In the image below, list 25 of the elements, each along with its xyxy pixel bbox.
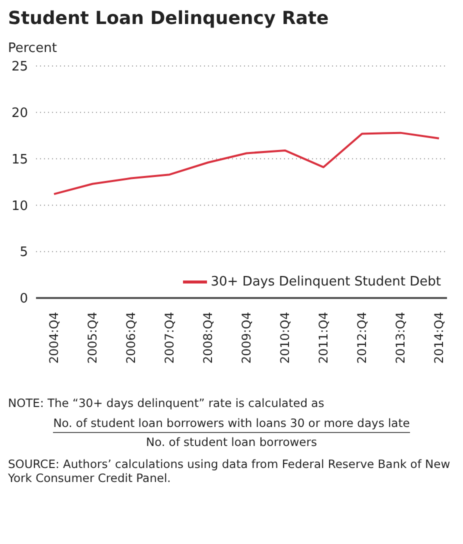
y-tick-label: 15 (11, 152, 28, 168)
y-tick-label: 10 (11, 198, 28, 214)
legend-label: 30+ Days Delinquent Student Debt (210, 274, 441, 290)
x-tick-label: 2011:Q4 (316, 312, 330, 364)
text: No. of student loan borrowers (145, 435, 318, 449)
x-tick-label: 2004:Q4 (47, 312, 61, 364)
y-tick-label: 5 (20, 245, 28, 260)
line-series (53, 132, 440, 196)
x-tick-label: 2006:Q4 (124, 312, 138, 364)
chart-title: Student Loan Delinquency Rate (8, 8, 330, 29)
source-note: SOURCE: Authors’ calculations using data from Federal Reserve Bank of New York Consumer Credit Panel. (8, 457, 452, 485)
y-axis-title: Percent (8, 41, 58, 56)
x-tick-label: 2014:Q4 (432, 312, 446, 364)
y-tick-label: 0 (20, 292, 28, 307)
x-tick-label: 2012:Q4 (355, 312, 369, 364)
x-tick-label: 2008:Q4 (201, 312, 215, 364)
text: NOTE: The “30+ days delinquent” rate is calculated as (8, 396, 326, 410)
x-tick-label: 2010:Q4 (278, 312, 292, 364)
x-tick-label: 2013:Q4 (394, 312, 408, 364)
y-tick-label: 25 (11, 60, 28, 75)
x-tick-label: 2009:Q4 (240, 312, 254, 364)
x-tick-label: 2007:Q4 (162, 312, 176, 364)
x-tick-label: 2005:Q4 (86, 312, 100, 364)
y-tick-label: 20 (11, 106, 28, 122)
text: No. of student loan borrowers with loans 30 or more days late (53, 416, 410, 430)
